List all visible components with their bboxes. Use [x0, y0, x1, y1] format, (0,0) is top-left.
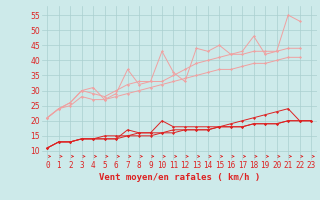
X-axis label: Vent moyen/en rafales ( km/h ): Vent moyen/en rafales ( km/h )	[99, 173, 260, 182]
